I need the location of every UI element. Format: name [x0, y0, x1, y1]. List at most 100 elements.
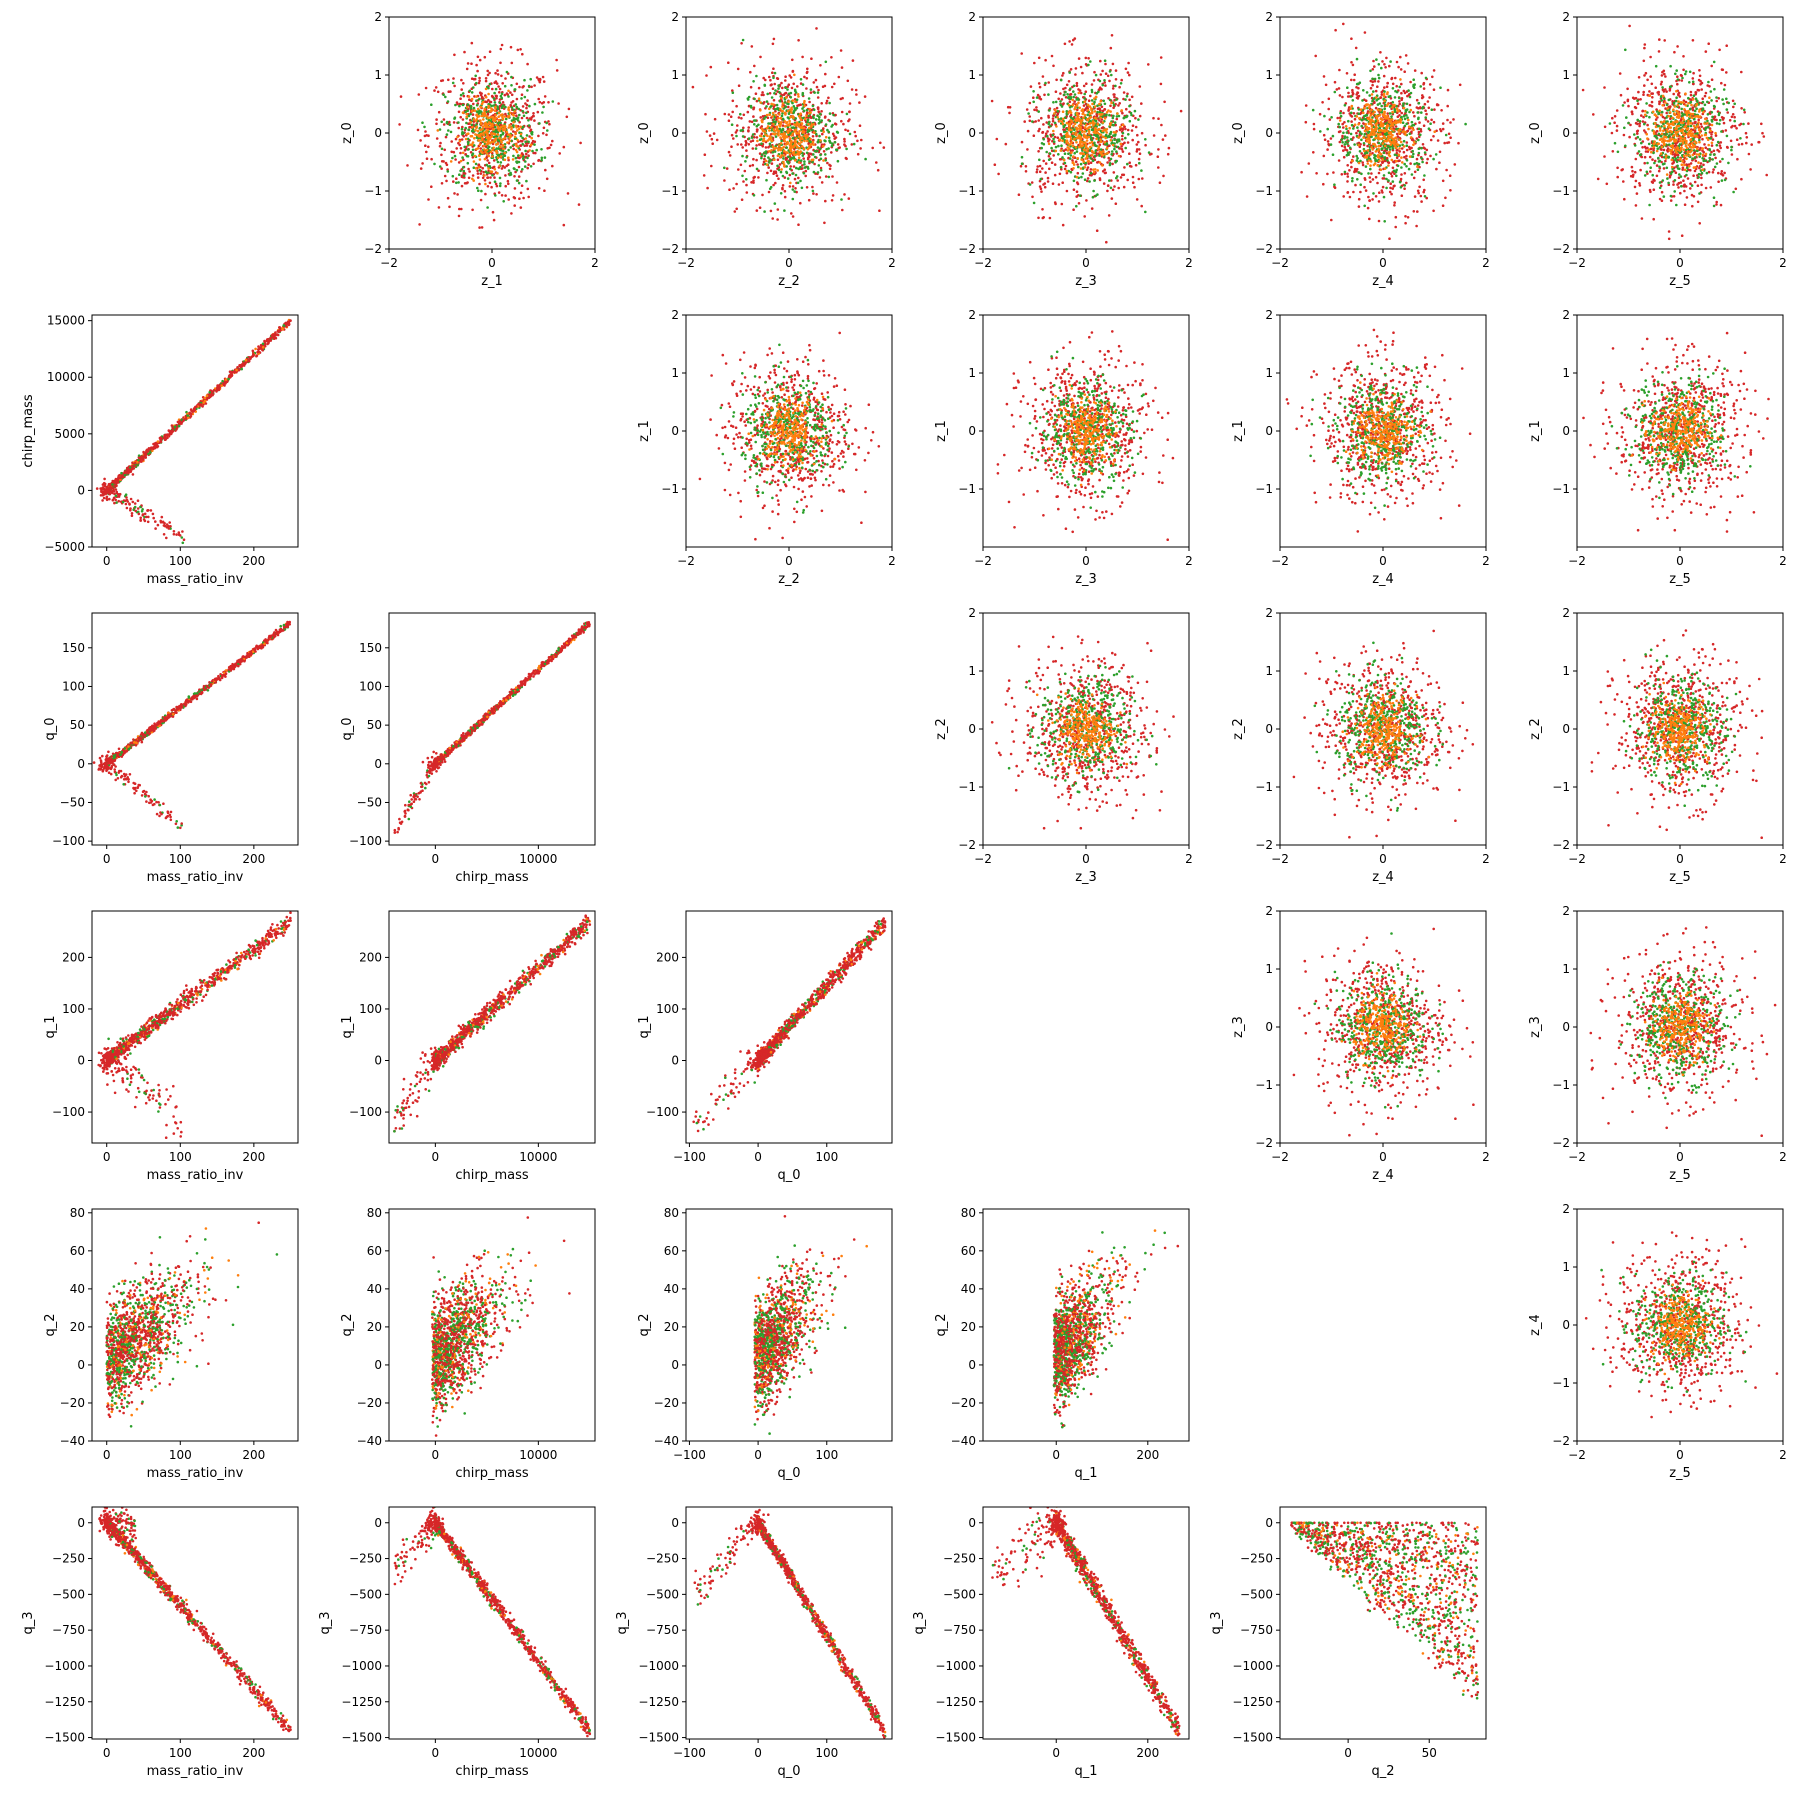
data-point: [1115, 141, 1119, 144]
data-point: [466, 62, 470, 65]
data-point: [1395, 84, 1398, 88]
data-point: [1161, 138, 1165, 141]
data-point: [1120, 78, 1123, 82]
data-point: [1093, 97, 1096, 100]
data-point: [1061, 103, 1065, 106]
data-point: [820, 102, 823, 105]
data-point: [812, 123, 815, 126]
data-point: [503, 125, 507, 129]
data-point: [759, 109, 762, 112]
data-point: [812, 192, 815, 195]
data-point: [451, 81, 455, 85]
data-point: [496, 105, 499, 108]
data-point: [823, 221, 826, 225]
data-point: [803, 160, 806, 163]
data-point: [1383, 144, 1387, 148]
data-point: [1069, 118, 1072, 122]
data-point: [775, 129, 779, 132]
data-point: [462, 82, 465, 85]
data-point: [1422, 81, 1426, 85]
data-point: [1376, 85, 1379, 88]
data-point: [1086, 127, 1089, 131]
data-point: [1046, 180, 1050, 183]
data-point: [1380, 90, 1384, 94]
data-point: [1366, 144, 1369, 148]
data-point: [1071, 144, 1075, 147]
data-point: [421, 121, 424, 124]
data-point: [1077, 88, 1080, 91]
data-point: [812, 143, 815, 146]
data-point: [470, 123, 474, 127]
data-point: [502, 200, 506, 203]
x-tick-label: 0: [488, 256, 496, 270]
data-point: [1104, 62, 1107, 66]
data-point: [1444, 196, 1447, 200]
data-point: [1405, 114, 1408, 117]
data-point: [792, 105, 796, 108]
data-point: [1370, 108, 1373, 112]
data-point: [1312, 127, 1316, 131]
data-point: [1350, 111, 1353, 115]
data-point: [1400, 91, 1403, 95]
data-point: [510, 212, 513, 215]
data-point: [1102, 135, 1105, 139]
data-point: [809, 111, 812, 114]
data-point: [1417, 116, 1420, 120]
data-point: [825, 148, 828, 151]
data-point: [773, 202, 777, 205]
data-point: [785, 170, 788, 174]
data-point: [745, 183, 748, 187]
data-point: [458, 143, 462, 147]
data-point: [1059, 92, 1062, 95]
data-point: [472, 160, 476, 163]
data-point: [1140, 131, 1144, 135]
data-point: [1123, 125, 1126, 129]
data-point: [691, 85, 695, 89]
data-point: [494, 137, 498, 140]
data-point: [858, 101, 861, 104]
data-point: [1358, 150, 1362, 153]
data-point: [824, 123, 828, 126]
data-point: [1091, 121, 1095, 125]
data-point: [494, 113, 497, 117]
data-point: [759, 101, 762, 104]
data-point: [1081, 144, 1085, 147]
data-point: [827, 175, 831, 179]
data-point: [1329, 137, 1333, 140]
data-point: [770, 125, 773, 129]
data-point: [1099, 59, 1102, 63]
data-point: [1399, 118, 1403, 122]
data-point: [1405, 159, 1409, 162]
data-point: [1072, 84, 1076, 88]
data-point: [455, 101, 459, 104]
data-point: [1350, 159, 1354, 163]
data-point: [425, 157, 429, 160]
data-point: [740, 42, 743, 45]
data-point: [727, 119, 731, 122]
data-point: [478, 226, 481, 229]
data-point: [460, 207, 463, 211]
data-point: [758, 206, 762, 209]
data-point: [478, 154, 481, 157]
data-point: [1347, 91, 1350, 95]
data-point: [483, 55, 487, 59]
data-point: [1086, 153, 1089, 157]
data-point: [440, 120, 444, 124]
data-point: [1304, 104, 1308, 107]
data-point: [482, 114, 485, 118]
data-point: [827, 136, 831, 140]
data-point: [500, 125, 503, 129]
data-point: [1118, 139, 1121, 143]
data-point: [1371, 99, 1374, 103]
data-point: [821, 85, 825, 88]
data-point: [1059, 149, 1063, 152]
data-point: [538, 122, 541, 125]
data-point: [744, 143, 747, 147]
data-point: [512, 130, 515, 133]
data-point: [1103, 117, 1107, 120]
data-point: [780, 132, 783, 136]
data-point: [779, 192, 783, 195]
data-point: [491, 210, 495, 214]
data-point: [475, 126, 478, 129]
data-point: [1128, 161, 1131, 164]
